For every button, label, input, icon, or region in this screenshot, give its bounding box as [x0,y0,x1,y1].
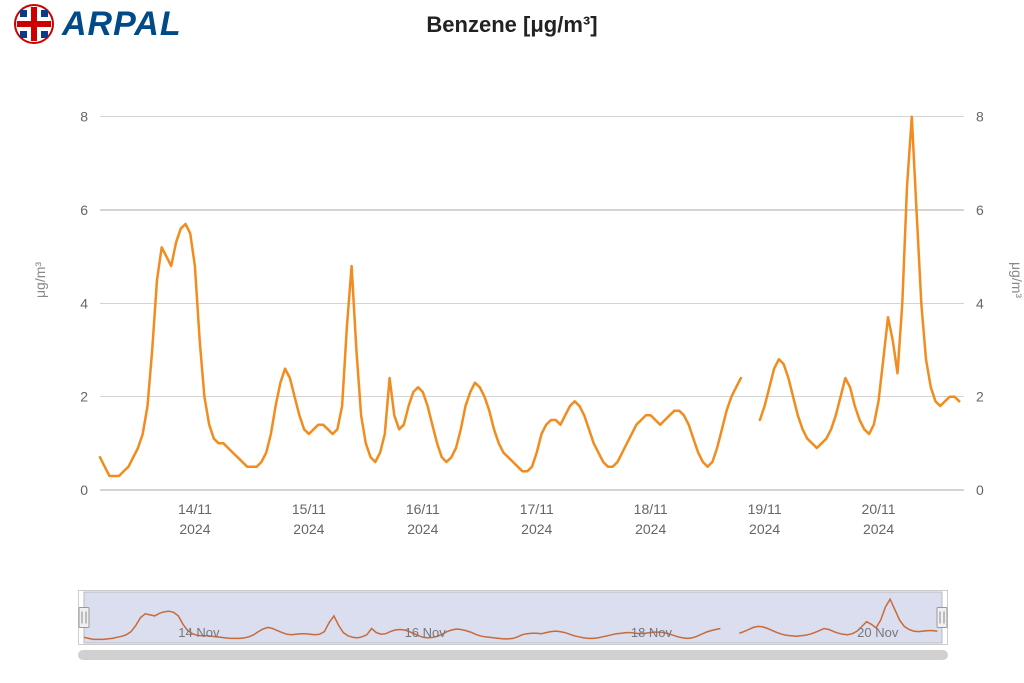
svg-text:17/11: 17/11 [520,501,554,517]
svg-text:2024: 2024 [635,521,666,537]
svg-text:14 Nov: 14 Nov [178,625,220,640]
overview-range-selector[interactable]: 14 Nov 16 Nov 18 Nov 20 Nov [78,590,948,660]
svg-text:16/11: 16/11 [406,501,440,517]
svg-text:8: 8 [80,109,88,125]
svg-text:4: 4 [80,295,88,311]
svg-text:16 Nov: 16 Nov [405,625,447,640]
main-chart[interactable]: 0 0 2 2 4 4 6 6 8 8 14/11 2024 15/11 2024 16/11 2024 17/… [0,50,1024,570]
svg-text:μg/m³: μg/m³ [32,262,48,298]
svg-text:4: 4 [976,295,984,311]
svg-text:18 Nov: 18 Nov [631,625,673,640]
svg-text:8: 8 [976,109,984,125]
svg-text:6: 6 [80,202,88,218]
svg-text:μg/m³: μg/m³ [1009,262,1024,298]
svg-text:14/11: 14/11 [178,501,212,517]
svg-text:0: 0 [976,482,984,498]
svg-text:2024: 2024 [293,521,324,537]
svg-text:2: 2 [976,389,984,405]
svg-text:2: 2 [80,389,88,405]
svg-text:2024: 2024 [749,521,780,537]
svg-text:2024: 2024 [179,521,210,537]
svg-text:0: 0 [80,482,88,498]
svg-text:19/11: 19/11 [748,501,782,517]
chart-title: Benzene [μg/m³] [0,12,1024,38]
overview-scrollbar[interactable] [78,650,948,660]
svg-text:18/11: 18/11 [634,501,668,517]
series-line [100,117,959,476]
svg-text:2024: 2024 [863,521,894,537]
svg-text:2024: 2024 [407,521,438,537]
range-handle[interactable] [937,608,947,628]
svg-text:15/11: 15/11 [292,501,326,517]
svg-text:6: 6 [976,202,984,218]
svg-text:20/11: 20/11 [862,501,896,517]
svg-text:2024: 2024 [521,521,552,537]
svg-text:20 Nov: 20 Nov [857,625,899,640]
range-handle[interactable] [79,608,89,628]
